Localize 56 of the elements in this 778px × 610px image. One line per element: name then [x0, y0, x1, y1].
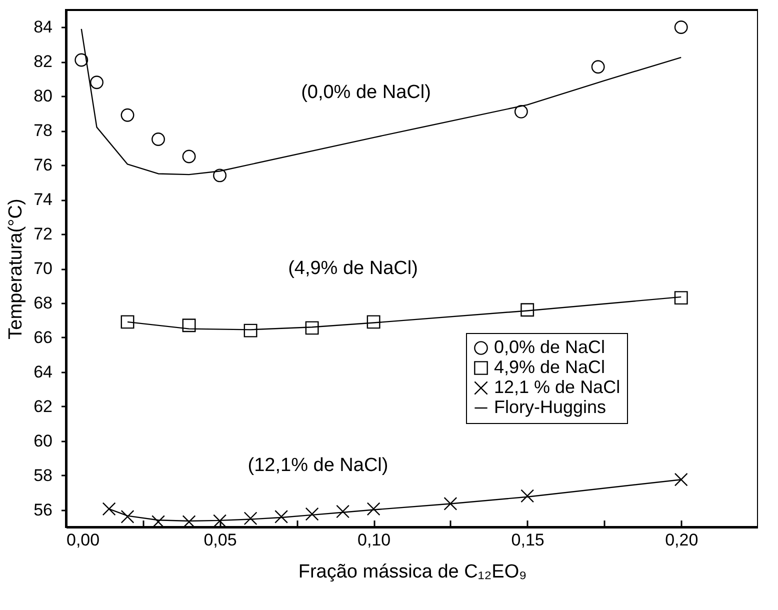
y-tick-label: 56: [34, 500, 52, 520]
legend-label: 4,9% de NaCl: [494, 357, 606, 377]
point: [120, 510, 134, 524]
y-tick-label: 68: [34, 293, 52, 312]
y-tick-label: 82: [34, 52, 52, 72]
point: [305, 507, 319, 521]
y-tick-label: 78: [34, 121, 52, 140]
legend-label: 12,1 % de NaCl: [494, 377, 620, 397]
point: [336, 504, 350, 518]
point: [520, 303, 534, 317]
point: [120, 315, 134, 329]
point: [444, 497, 458, 510]
point: [514, 104, 528, 118]
y-tick-label: 62: [34, 396, 52, 416]
x-tick-label: 0,10: [358, 530, 391, 550]
legend-label: Flory-Huggins: [494, 397, 606, 417]
y-tick-label: 60: [34, 431, 52, 450]
y-tick-label: 70: [34, 259, 52, 278]
point: [213, 168, 226, 182]
point: [366, 502, 380, 516]
y-tick-label: 72: [34, 224, 52, 244]
point: [674, 291, 688, 305]
point: [520, 489, 534, 503]
x-tick-label: 0,05: [204, 530, 237, 550]
point: [102, 502, 116, 516]
point: [674, 20, 688, 34]
y-tick-label: 74: [34, 190, 52, 210]
point: [152, 132, 165, 146]
y-axis-title: Temperatura(°C): [6, 198, 27, 340]
y-tick-label: 84: [34, 18, 52, 37]
point: [274, 510, 288, 524]
x-tick-label: 0,15: [511, 530, 544, 550]
point: [120, 108, 134, 122]
y-tick-label: 58: [34, 466, 52, 485]
point: [90, 76, 104, 90]
point: [591, 60, 605, 74]
y-tick-label: 64: [34, 362, 52, 382]
annotation: (4,9% de NaCl): [288, 258, 418, 279]
point: [244, 512, 258, 526]
point: [213, 514, 226, 528]
x-tick-label: 0,20: [665, 530, 698, 550]
point: [366, 315, 380, 329]
y-tick-label: 76: [34, 156, 52, 175]
annotation: (0,0% de NaCl): [301, 82, 431, 103]
x-axis-title: Fração mássica de C₁₂EO₉: [298, 562, 527, 582]
point: [244, 324, 258, 338]
legend-label: 0,0% de NaCl: [494, 337, 606, 357]
point: [674, 472, 688, 486]
x-tick-label: 0,00: [66, 530, 100, 550]
point: [182, 318, 196, 332]
point: [182, 150, 196, 164]
point: [305, 321, 319, 335]
point: [74, 53, 88, 67]
y-tick-label: 66: [34, 328, 52, 347]
annotation: (12,1% de NaCl): [248, 455, 388, 476]
y-tick-label: 80: [34, 86, 52, 106]
